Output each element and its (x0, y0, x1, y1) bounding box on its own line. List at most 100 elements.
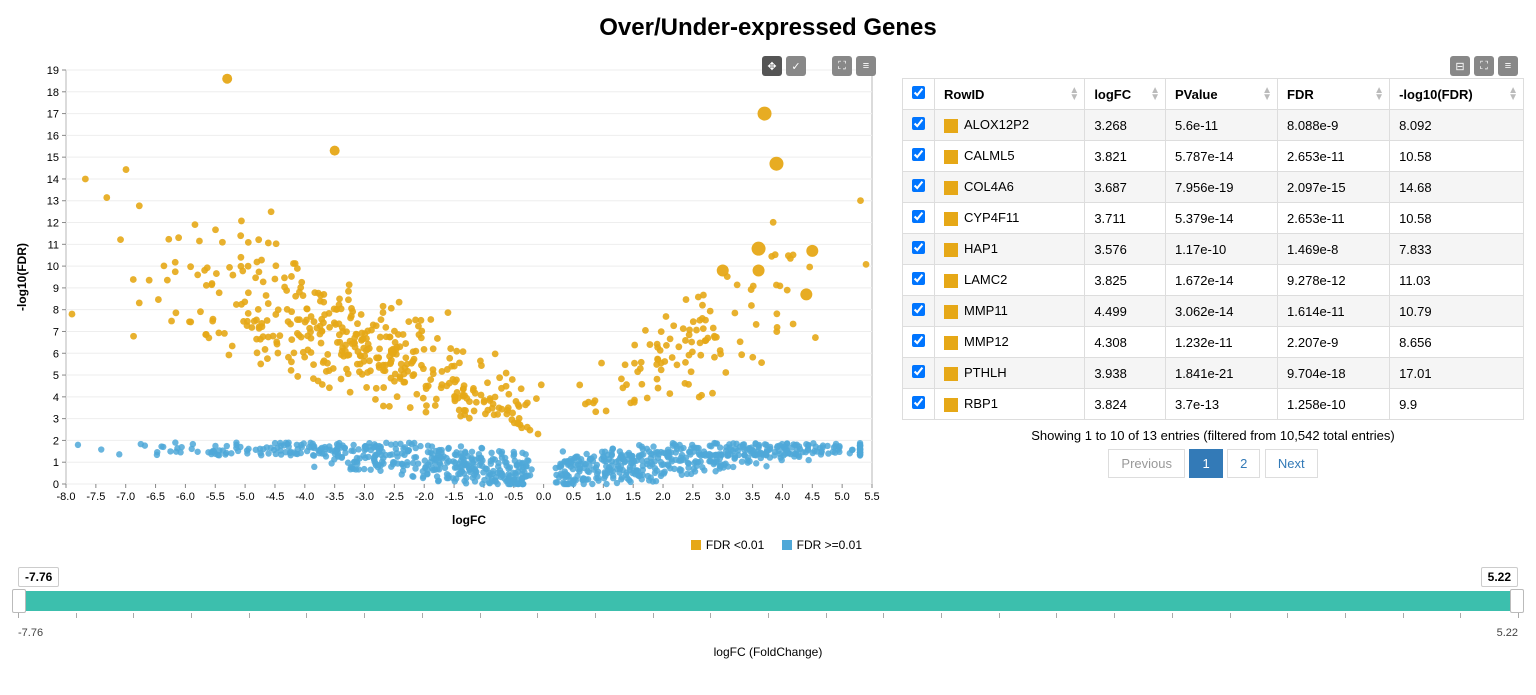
row-check[interactable] (903, 327, 935, 358)
cell: 5.6e-11 (1165, 110, 1277, 141)
slider-ticks (18, 613, 1518, 627)
expand-icon[interactable]: ⛶ (832, 56, 852, 76)
table-row[interactable]: MMP124.3081.232e-112.207e-98.656 (903, 327, 1524, 358)
expand-icon[interactable]: ⛶ (1474, 56, 1494, 76)
cell: 3.576 (1085, 234, 1166, 265)
cell: 3.268 (1085, 110, 1166, 141)
table-row[interactable]: LAMC23.8251.672e-149.278e-1211.03 (903, 265, 1524, 296)
cell: 9.704e-18 (1278, 358, 1390, 389)
col-logfc[interactable]: logFC▲▼ (1085, 79, 1166, 110)
col-log10fdr[interactable]: -log10(FDR)▲▼ (1390, 79, 1524, 110)
table-row[interactable]: CYP4F113.7115.379e-142.653e-1110.58 (903, 203, 1524, 234)
row-check[interactable] (903, 203, 935, 234)
slider-max-value: 5.22 (1481, 567, 1518, 587)
row-check[interactable] (903, 234, 935, 265)
cell: 3.821 (1085, 141, 1166, 172)
cell: 3.938 (1085, 358, 1166, 389)
slider-track[interactable] (18, 591, 1518, 611)
svg-text:1.0: 1.0 (596, 491, 611, 503)
row-check[interactable] (903, 110, 935, 141)
table-row[interactable]: ALOX12P23.2685.6e-118.088e-98.092 (903, 110, 1524, 141)
svg-text:-2.5: -2.5 (385, 491, 404, 503)
slider-axis-title: logFC (FoldChange) (18, 639, 1518, 659)
row-check[interactable] (903, 296, 935, 327)
cell: MMP11 (935, 296, 1085, 327)
svg-text:3.5: 3.5 (745, 491, 760, 503)
cell: 2.653e-11 (1278, 203, 1390, 234)
svg-text:-1.0: -1.0 (474, 491, 493, 503)
table-row[interactable]: CALML53.8215.787e-142.653e-1110.58 (903, 141, 1524, 172)
range-slider: -7.76 5.22 -7.76 5.22 logFC (FoldChange) (0, 553, 1536, 659)
svg-text:-6.5: -6.5 (146, 491, 165, 503)
cell: 1.258e-10 (1278, 389, 1390, 420)
pager-prev[interactable]: Previous (1108, 449, 1185, 478)
table-row[interactable]: HAP13.5761.17e-101.469e-87.833 (903, 234, 1524, 265)
table-row[interactable]: COL4A63.6877.956e-192.097e-1514.68 (903, 172, 1524, 203)
header-check[interactable] (903, 79, 935, 110)
row-check[interactable] (903, 389, 935, 420)
pager-page-2[interactable]: 2 (1227, 449, 1260, 478)
svg-text:-5.0: -5.0 (236, 491, 255, 503)
pager-page-1[interactable]: 1 (1189, 449, 1222, 478)
svg-text:2: 2 (53, 435, 59, 447)
menu-icon[interactable]: ≡ (856, 56, 876, 76)
slider-value-labels: -7.76 5.22 (18, 567, 1518, 587)
row-check[interactable] (903, 358, 935, 389)
col-fdr[interactable]: FDR▲▼ (1278, 79, 1390, 110)
svg-text:12: 12 (47, 218, 59, 230)
collapse-icon[interactable]: ⊟ (1450, 56, 1470, 76)
svg-text:7: 7 (53, 326, 59, 338)
cell: 5.379e-14 (1165, 203, 1277, 234)
cell: 2.207e-9 (1278, 327, 1390, 358)
col-pvalue[interactable]: PValue▲▼ (1165, 79, 1277, 110)
cell: 1.841e-21 (1165, 358, 1277, 389)
table-row[interactable]: RBP13.8243.7e-131.258e-109.9 (903, 389, 1524, 420)
cell: 10.58 (1390, 141, 1524, 172)
cell: 3.825 (1085, 265, 1166, 296)
cell: 3.687 (1085, 172, 1166, 203)
table-row[interactable]: MMP114.4993.062e-141.614e-1110.79 (903, 296, 1524, 327)
table-row[interactable]: PTHLH3.9381.841e-219.704e-1817.01 (903, 358, 1524, 389)
check-icon[interactable]: ✓ (786, 56, 806, 76)
chart-toolbar-right: ⛶ ≡ (832, 56, 876, 76)
cell: ALOX12P2 (935, 110, 1085, 141)
slider-axis-max: 5.22 (1497, 627, 1518, 639)
cell: 9.9 (1390, 389, 1524, 420)
svg-text:1.5: 1.5 (626, 491, 641, 503)
svg-text:2.5: 2.5 (685, 491, 700, 503)
row-check[interactable] (903, 172, 935, 203)
col-rowid[interactable]: RowID▲▼ (935, 79, 1085, 110)
slider-axis-min: -7.76 (18, 627, 43, 639)
cell: CALML5 (935, 141, 1085, 172)
svg-text:-log10(FDR): -log10(FDR) (15, 243, 29, 311)
cell: 7.956e-19 (1165, 172, 1277, 203)
svg-text:17: 17 (47, 109, 59, 121)
svg-text:-7.0: -7.0 (116, 491, 135, 503)
svg-text:16: 16 (47, 130, 59, 142)
cell: 2.653e-11 (1278, 141, 1390, 172)
svg-text:0: 0 (53, 479, 59, 491)
pager-next[interactable]: Next (1265, 449, 1318, 478)
svg-text:-4.5: -4.5 (265, 491, 284, 503)
table-panel: ⊟ ⛶ ≡ RowID▲▼logFC▲▼PValue▲▼FDR▲▼-log10(… (902, 52, 1524, 553)
chart-toolbar-left: ✥ ✓ (762, 56, 806, 76)
row-check[interactable] (903, 141, 935, 172)
cell: 1.672e-14 (1165, 265, 1277, 296)
cell: HAP1 (935, 234, 1085, 265)
legend-item-sig: FDR <0.01 (691, 538, 764, 552)
cell: 1.614e-11 (1278, 296, 1390, 327)
cell: 17.01 (1390, 358, 1524, 389)
menu-icon[interactable]: ≡ (1498, 56, 1518, 76)
slider-handle-max[interactable] (1510, 589, 1524, 613)
svg-text:2.0: 2.0 (655, 491, 670, 503)
volcano-plot[interactable]: 012345678910111213141516171819-8.0-7.5-7… (12, 52, 882, 532)
svg-text:15: 15 (47, 152, 59, 164)
svg-text:-1.5: -1.5 (445, 491, 464, 503)
table-toolbar: ⊟ ⛶ ≡ (1450, 56, 1518, 76)
svg-text:1: 1 (53, 457, 59, 469)
row-check[interactable] (903, 265, 935, 296)
page-title: Over/Under-expressed Genes (0, 0, 1536, 52)
svg-text:-0.5: -0.5 (504, 491, 523, 503)
move-icon[interactable]: ✥ (762, 56, 782, 76)
slider-handle-min[interactable] (12, 589, 26, 613)
